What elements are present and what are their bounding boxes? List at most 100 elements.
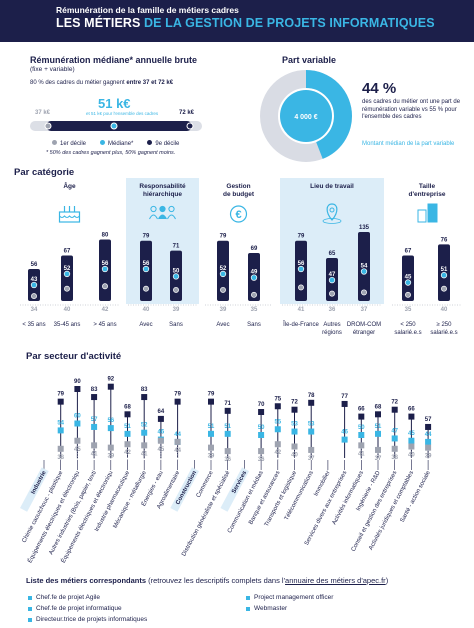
part-variable-percent: 44 % [362,80,397,97]
high-label: 71 [173,244,180,250]
low-label: 35 [251,307,258,313]
high-label: 64 [158,409,165,415]
metier-label: Chef.fe de projet informatique [36,605,122,612]
low-dot [31,293,37,300]
high-label: 66 [358,407,365,413]
median-label: 44 [174,432,181,438]
category-range: 135 54 37 DROM-COM étranger [347,225,381,336]
low-marker [107,444,114,451]
median-dot [360,268,368,275]
median-dot [440,272,448,279]
median-label: 47 [391,428,398,434]
high-label: 79 [220,234,227,240]
sector-header-bg [220,467,250,512]
metiers-title-strong: Liste des métiers correspondants [26,576,147,585]
category-range: 80 56 42 > 45 ans [93,233,116,329]
low-label: 36 [329,307,336,313]
page-header: Rémunération de la famille de métiers ca… [0,0,474,42]
median-marker [258,432,265,438]
low-label: 41 [141,451,148,457]
low-marker [91,442,98,449]
median-label: 60 [74,414,81,420]
low-label: 39 [208,454,215,460]
building-tall [427,203,438,223]
median-dot [172,273,180,280]
high-marker [124,411,131,418]
median-marker [74,420,81,427]
high-marker [224,407,231,414]
category-label: < 250 [400,322,416,328]
header-subtitle: Rémunération de la famille de métiers ca… [56,5,239,15]
low-label: 40 [64,307,71,313]
low-label: 36 [258,457,265,463]
median-caption: et 51 k€ pour l'ensemble des cadres [86,111,159,116]
donut-share-arc [260,70,352,162]
median-label: 53 [291,422,298,428]
category-group-title: d'entreprise [409,191,446,198]
high-marker [425,423,432,430]
high-label: 78 [308,393,315,399]
team-icon [149,205,176,220]
high-label: 90 [74,379,81,385]
median-label: 56 [102,261,109,267]
median-label: 46 [341,430,348,436]
median-label: 44 [425,432,432,438]
low-label: 38 [57,455,64,461]
low-label: 36 [224,457,231,463]
donut-center-label: 4 000 € [294,114,317,121]
category-group-title: Responsabilité [139,183,186,190]
range-text-strong: entre 37 et 72 k€ [126,80,174,86]
category-label: Autres [323,322,340,328]
high-marker [341,400,348,407]
team-head [150,205,157,213]
low-dot [143,285,149,292]
sector-header-bg [20,467,49,512]
median-dot [297,265,305,273]
median-dot [328,276,336,284]
low-label: 45 [74,447,81,453]
low-dot [173,286,179,293]
sector-label: Banque et assurances [248,470,281,526]
category-label: régions [322,330,342,336]
median-marker [107,425,114,432]
low-dot [298,284,304,291]
median-label: 50 [173,268,180,274]
category-range: 56 43 34 < 35 ans [22,262,45,328]
low-marker [224,448,231,455]
high-label: 72 [391,400,398,406]
list-item: Chef.fe de projet Agile [28,592,147,603]
low-label: 40 [143,307,150,313]
team-body [149,214,158,220]
euro-icon: € [229,205,248,223]
high-label: 76 [441,237,448,243]
high-marker [308,399,315,406]
low-marker [174,438,181,445]
low-dot [64,285,70,292]
median-marker [425,438,432,445]
category-range: 79 52 39 Avec [216,234,229,328]
high-label: 68 [124,404,131,410]
high-label: 69 [251,246,258,252]
sector-column: Immobilier [313,460,332,497]
metiers-title-rest: (retrouvez les descriptifs complets dans… [146,576,286,585]
pin-shape [326,203,338,221]
sector-label: Transports et logistique [264,470,299,528]
high-marker [358,413,365,420]
low-label: 39 [220,307,227,313]
high-label: 71 [224,401,231,407]
remuneration-subtitle: (fixe + variable) [30,66,75,73]
median-label: 52 [220,266,227,272]
median-marker [358,432,365,438]
high-marker [91,394,98,401]
low-label: 40 [291,453,298,459]
median-marker [91,423,98,430]
low-label: 42 [124,450,131,456]
metier-label: Directeur.trice de projets informatiques [36,616,148,623]
team-body [158,214,167,220]
median-label: 43 [31,277,38,283]
range-bar [358,232,370,301]
median-label: 56 [143,261,150,267]
category-label: Avec [139,322,152,328]
annuaire-link[interactable]: annuaire des métiers d'apec.fr [285,576,386,585]
range-text-prefix: 80 % des cadres du métier gagnent [30,80,127,86]
